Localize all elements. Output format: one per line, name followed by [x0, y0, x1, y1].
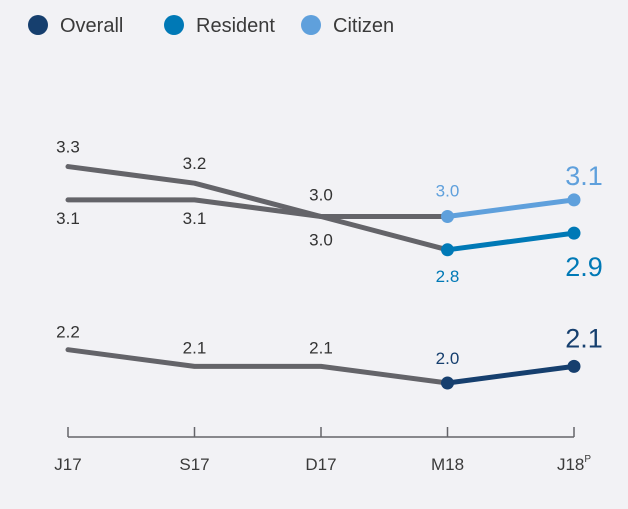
data-label-overall-S17: 2.1: [183, 338, 207, 357]
x-tick-label-J18: J18P: [557, 454, 591, 474]
x-tick-label-D17: D17: [305, 455, 336, 474]
line-history-overall: [65, 347, 450, 386]
data-label-citizen-S17: 3.1: [183, 209, 207, 228]
legend-marker-citizen: [301, 15, 321, 35]
x-tick-label-M18: M18: [431, 455, 464, 474]
data-label-resident-J17: 3.3: [56, 138, 80, 157]
series-points: [441, 193, 581, 390]
point-citizen-J18: [567, 193, 581, 207]
line-highlight-citizen: [445, 197, 577, 219]
legend-marker-overall: [28, 15, 48, 35]
data-label-citizen-M18: 3.0: [436, 182, 460, 201]
point-overall-M18: [441, 376, 454, 390]
x-tick-superscript: P: [584, 454, 591, 465]
legend-label-citizen: Citizen: [333, 15, 394, 37]
data-label-overall-J17: 2.2: [56, 323, 80, 342]
data-label-overall-M18: 2.0: [436, 349, 460, 368]
point-citizen-M18: [441, 210, 454, 223]
data-label-citizen-J18: 3.1: [565, 161, 603, 191]
data-label-overall-D17: 2.1: [309, 338, 333, 357]
line-highlight-overall: [445, 363, 577, 386]
data-label-shared-D17-above: 3.0: [309, 186, 333, 205]
x-axis: J17 S17 D17 M18 J18P: [54, 427, 591, 474]
point-overall-J18: [567, 359, 581, 373]
data-label-shared-D17-below: 3.0: [309, 231, 333, 250]
legend: Overall Resident Citizen: [28, 15, 394, 37]
line-highlight-resident: [445, 230, 577, 253]
x-tick-label-S17: S17: [179, 455, 209, 474]
line-history-citizen: [65, 197, 450, 219]
data-label-resident-J18: 2.9: [565, 252, 603, 282]
series-highlight-lines: [445, 197, 577, 386]
data-labels: 3.1 3.1 3.0 3.1 3.3 3.2 2.8 2.9 2.2 2.1 2.1 2.0 2.1 3…: [56, 138, 603, 368]
data-label-overall-J18: 2.1: [565, 323, 603, 353]
point-resident-M18: [441, 243, 454, 257]
data-label-citizen-J17: 3.1: [56, 209, 80, 228]
legend-marker-resident: [164, 15, 184, 35]
legend-label-resident: Resident: [196, 15, 275, 37]
line-history-resident: [65, 164, 450, 253]
legend-label-overall: Overall: [60, 15, 123, 37]
data-label-resident-S17: 3.2: [183, 154, 207, 173]
series-history-lines: [65, 164, 450, 386]
x-tick-label-J17: J17: [54, 455, 81, 474]
data-label-resident-M18: 2.8: [436, 267, 460, 286]
point-resident-J18: [567, 226, 581, 240]
